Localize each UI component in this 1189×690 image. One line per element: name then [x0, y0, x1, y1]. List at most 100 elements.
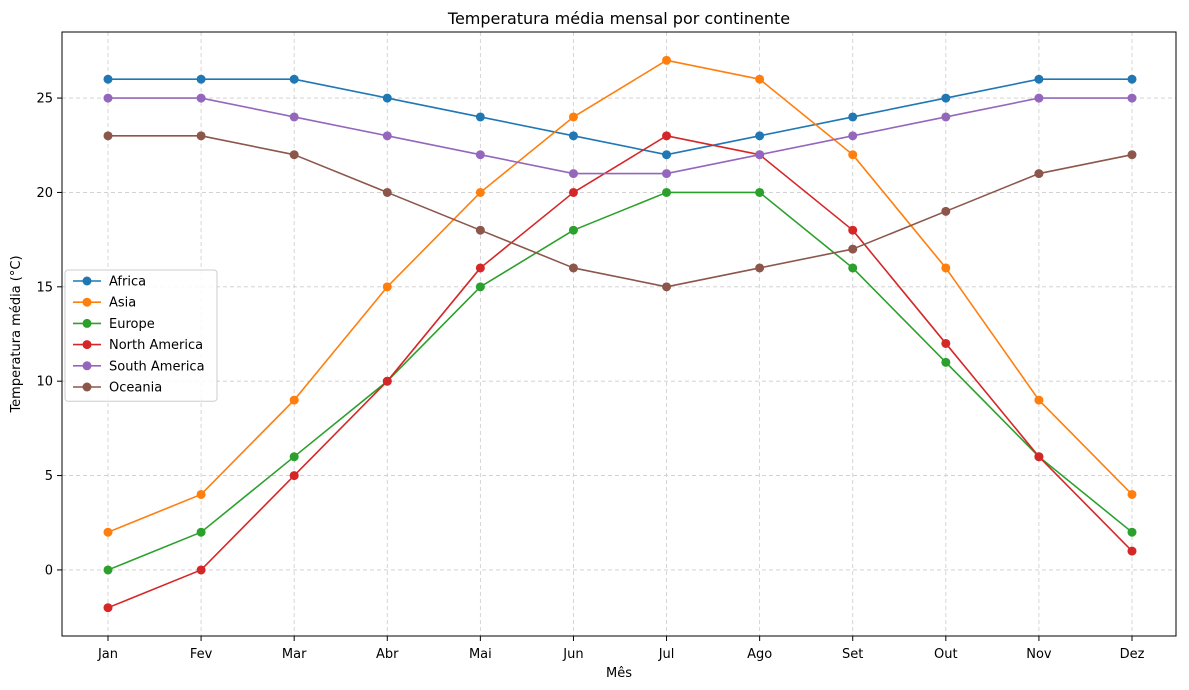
- data-point-asia: [662, 55, 672, 65]
- y-tick-label: 5: [45, 469, 53, 484]
- data-point-asia: [755, 74, 765, 84]
- x-tick-label: Abr: [376, 647, 399, 662]
- data-point-europe: [103, 565, 113, 575]
- legend-item-africa: Africa: [73, 275, 146, 290]
- legend-label: Africa: [109, 275, 146, 290]
- legend-label: Oceania: [109, 381, 162, 396]
- data-point-africa: [568, 131, 578, 141]
- data-point-europe: [289, 452, 299, 462]
- chart-title: Temperatura média mensal por continente: [447, 9, 790, 28]
- legend-marker: [82, 361, 92, 371]
- legend-marker: [82, 382, 92, 392]
- y-axis: 0 5 10 15 20 25: [36, 92, 62, 578]
- data-point-africa: [196, 74, 206, 84]
- data-point-europe: [848, 263, 858, 273]
- data-point-asia: [1127, 489, 1137, 499]
- x-tick-label: Ago: [747, 647, 772, 662]
- data-point-oceania: [1127, 150, 1137, 160]
- y-tick-label: 15: [36, 280, 53, 295]
- series-asia: [103, 55, 1137, 537]
- series-line-europe: [107, 191, 1133, 571]
- data-point-africa: [475, 112, 485, 122]
- x-tick-label: Mar: [282, 647, 307, 662]
- data-point-europe: [475, 282, 485, 292]
- data-point-north-america: [941, 338, 951, 348]
- data-point-oceania: [941, 206, 951, 216]
- legend-box: [64, 269, 218, 402]
- data-point-asia: [382, 282, 392, 292]
- data-point-africa: [755, 131, 765, 141]
- data-point-north-america: [568, 187, 578, 197]
- x-tick-label: Mai: [469, 647, 492, 662]
- data-point-south-america: [382, 131, 392, 141]
- series-line-asia: [107, 59, 1133, 533]
- y-tick-label: 25: [36, 92, 53, 107]
- legend-label: North America: [109, 338, 203, 353]
- x-tick-label: Jan: [97, 647, 118, 662]
- legend-label: Asia: [109, 296, 136, 311]
- data-point-north-america: [1127, 546, 1137, 556]
- y-tick-label: 0: [45, 563, 53, 578]
- data-point-asia: [568, 112, 578, 122]
- data-point-north-america: [662, 131, 672, 141]
- x-tick-label: Nov: [1026, 647, 1052, 662]
- legend-item-asia: Asia: [73, 296, 136, 311]
- series-oceania: [103, 131, 1137, 292]
- series-europe: [103, 187, 1137, 575]
- data-point-oceania: [196, 131, 206, 141]
- data-point-europe: [941, 357, 951, 367]
- series-africa: [103, 74, 1137, 160]
- data-point-north-america: [103, 603, 113, 613]
- legend-label: South America: [109, 359, 205, 374]
- legend-item-south-america: South America: [73, 359, 205, 374]
- data-point-europe: [755, 187, 765, 197]
- data-point-africa: [848, 112, 858, 122]
- data-point-europe: [196, 527, 206, 537]
- data-point-asia: [196, 489, 206, 499]
- legend-marker: [82, 340, 92, 350]
- data-point-oceania: [289, 150, 299, 160]
- data-point-north-america: [475, 263, 485, 273]
- data-point-asia: [475, 187, 485, 197]
- data-point-south-america: [289, 112, 299, 122]
- data-point-oceania: [382, 187, 392, 197]
- data-point-africa: [103, 74, 113, 84]
- data-point-oceania: [475, 225, 485, 235]
- data-point-africa: [662, 150, 672, 160]
- series-layer: [103, 55, 1137, 613]
- x-tick-label: Jul: [658, 647, 675, 662]
- data-point-south-america: [662, 169, 672, 179]
- data-point-asia: [848, 150, 858, 160]
- grid: [62, 32, 1176, 636]
- data-point-south-america: [103, 93, 113, 103]
- legend: Africa Asia Europe North America South Ameri…: [64, 269, 218, 402]
- data-point-africa: [941, 93, 951, 103]
- y-tick-label: 20: [36, 186, 53, 201]
- data-point-africa: [1034, 74, 1044, 84]
- x-tick-label: Set: [842, 647, 863, 662]
- y-axis-label: Temperatura média (°C): [9, 255, 24, 413]
- data-point-europe: [568, 225, 578, 235]
- data-point-oceania: [1034, 169, 1044, 179]
- x-axis: Jan Fev Mar Abr Mai Jun Jul Ago Set Out Nov Dez: [97, 636, 1145, 662]
- series-line-africa: [108, 78, 1132, 156]
- data-point-north-america: [382, 376, 392, 386]
- data-point-oceania: [568, 263, 578, 273]
- x-tick-label: Jun: [562, 647, 583, 662]
- legend-item-oceania: Oceania: [73, 381, 162, 396]
- series-line-oceania: [108, 135, 1133, 288]
- x-axis-label: Mês: [606, 666, 632, 681]
- x-tick-label: Dez: [1120, 647, 1145, 662]
- data-point-north-america: [289, 471, 299, 481]
- data-point-asia: [103, 527, 113, 537]
- series-line-north-america: [107, 135, 1133, 609]
- data-point-europe: [1127, 527, 1137, 537]
- data-point-oceania: [755, 263, 765, 273]
- data-point-south-america: [941, 112, 951, 122]
- legend-marker: [82, 276, 92, 286]
- data-point-south-america: [1034, 93, 1044, 103]
- data-point-south-america: [755, 150, 765, 160]
- data-point-europe: [662, 187, 672, 197]
- data-point-asia: [1034, 395, 1044, 405]
